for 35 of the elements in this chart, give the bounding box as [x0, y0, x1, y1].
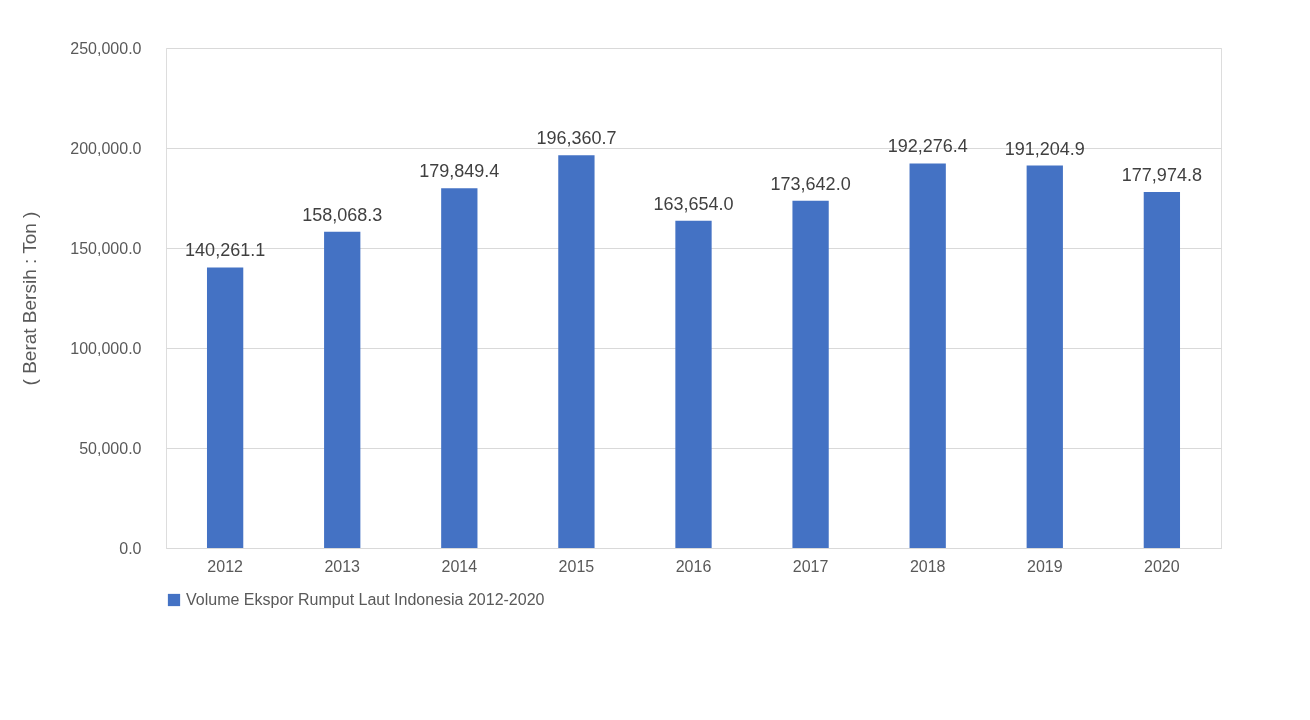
y-tick-label: 250,000.0 [70, 39, 142, 57]
y-tick-label: 0.0 [119, 539, 142, 557]
bar [441, 188, 478, 548]
data-label: 191,204.9 [1004, 138, 1085, 159]
x-tick-label: 2015 [558, 557, 595, 575]
bar [1026, 165, 1063, 548]
y-tick-label: 50,000.0 [79, 439, 142, 457]
data-label: 177,974.8 [1121, 165, 1202, 186]
bar [792, 200, 829, 548]
x-tick-label: 2020 [1144, 557, 1180, 575]
bar [206, 267, 244, 548]
data-label: 179,849.4 [419, 161, 500, 182]
bar [675, 220, 712, 548]
x-tick-label: 2014 [441, 557, 478, 575]
data-label: 192,276.4 [887, 136, 968, 157]
y-tick-label: 150,000.0 [70, 239, 142, 257]
x-tick-label: 2019 [1026, 557, 1063, 575]
data-label: 173,642.0 [770, 173, 851, 194]
x-tick-label: 2017 [792, 557, 829, 575]
x-tick-label: 2013 [324, 557, 361, 575]
data-label: 196,360.7 [536, 128, 617, 149]
bar [558, 155, 595, 548]
bar [324, 231, 361, 548]
y-tick-label: 100,000.0 [70, 339, 142, 357]
y-axis-title: ( Berat Bersih : Ton ) [19, 211, 41, 386]
data-label: 163,654.0 [653, 193, 734, 214]
data-label: 140,261.1 [185, 240, 266, 261]
data-label: 158,068.3 [302, 204, 383, 225]
x-tick-label: 2012 [207, 557, 244, 575]
x-tick-label: 2016 [675, 557, 712, 575]
bar [909, 163, 946, 548]
y-tick-label: 200,000.0 [70, 139, 142, 157]
bar [1143, 192, 1181, 548]
legend-label: Volume Ekspor Rumput Laut Indonesia 2012-2020 [186, 591, 545, 608]
x-tick-label: 2018 [909, 557, 946, 575]
